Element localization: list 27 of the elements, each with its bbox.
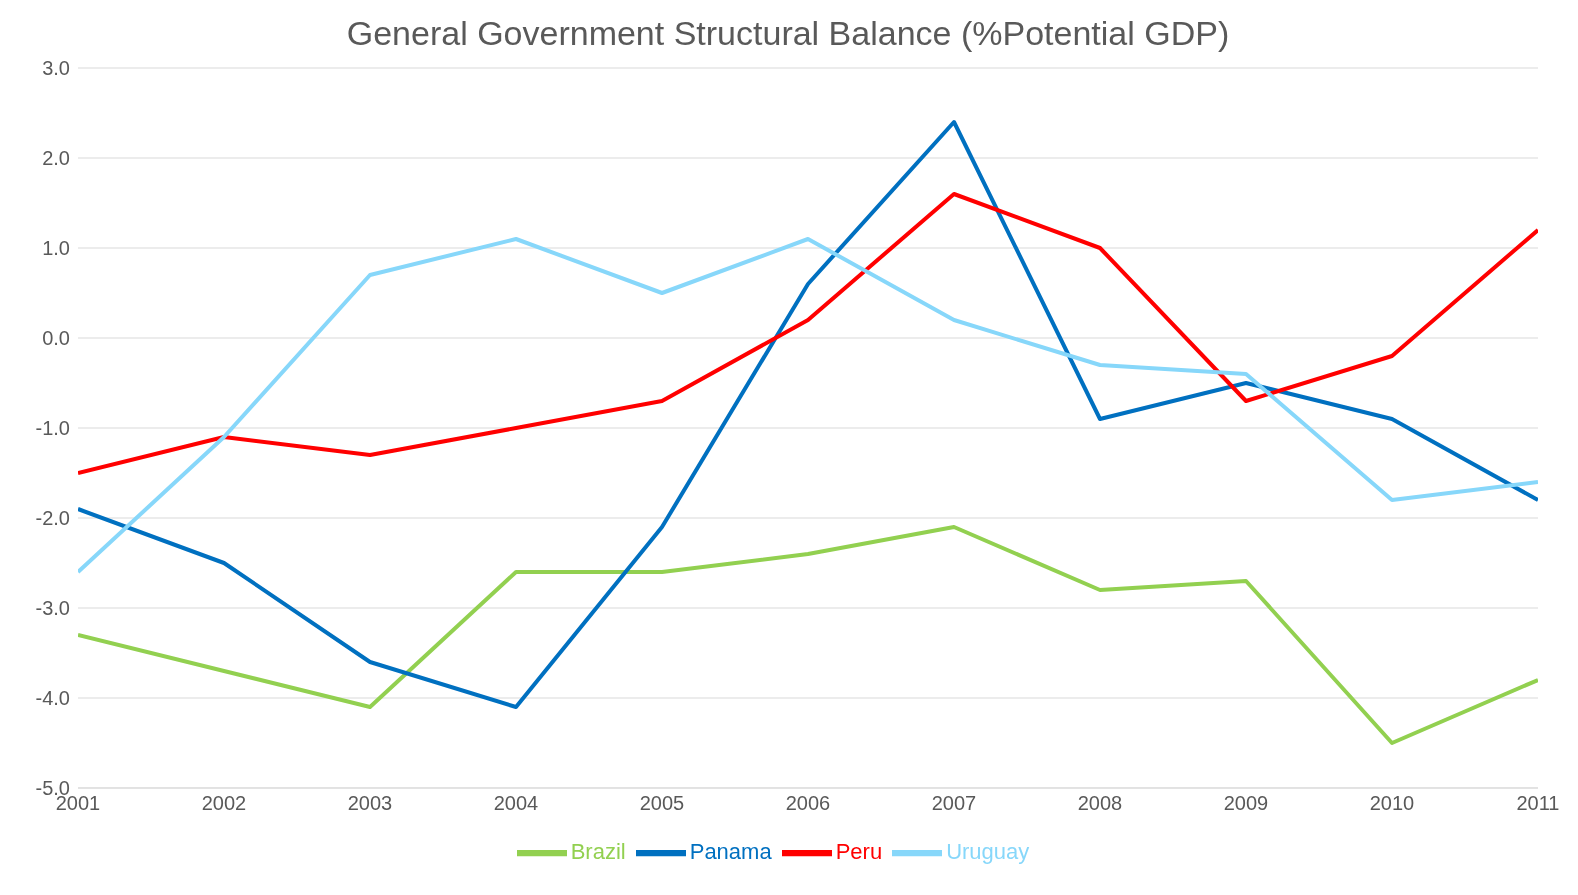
y-tick-label: 0.0 [42, 327, 70, 350]
x-tick-label: 2006 [785, 792, 831, 815]
y-tick-label: -1.0 [35, 417, 70, 440]
x-tick-label: 2011 [1516, 792, 1560, 815]
line-series [78, 525, 1538, 745]
line-series [78, 192, 1538, 475]
x-tick-label: 2003 [347, 792, 393, 815]
x-tick-label: 2008 [1077, 792, 1123, 815]
x-tick-label: 2005 [639, 792, 685, 815]
y-tick-label: 1.0 [42, 237, 70, 260]
y-tick-label: -2.0 [35, 507, 70, 530]
legend-label: Uruguay [946, 838, 1030, 864]
x-tick-label: 2010 [1369, 792, 1415, 815]
x-tick-label: 2002 [201, 792, 247, 815]
legend-label: Panama [689, 838, 772, 864]
y-tick-label: 2.0 [42, 147, 70, 170]
chart-title: General Government Structural Balance (%Potential GDP) [345, 13, 1231, 54]
line-series [78, 237, 1538, 574]
y-tick-label: 3.0 [42, 57, 70, 80]
y-tick-label: -4.0 [35, 687, 70, 710]
legend-label: Brazil [570, 838, 626, 864]
x-tick-label: 2004 [493, 792, 539, 815]
legend-label: Peru [835, 838, 883, 864]
x-tick-label: 2007 [931, 792, 977, 815]
x-tick-label: 2009 [1223, 792, 1269, 815]
line-series [78, 120, 1538, 709]
y-tick-label: -3.0 [35, 597, 70, 620]
